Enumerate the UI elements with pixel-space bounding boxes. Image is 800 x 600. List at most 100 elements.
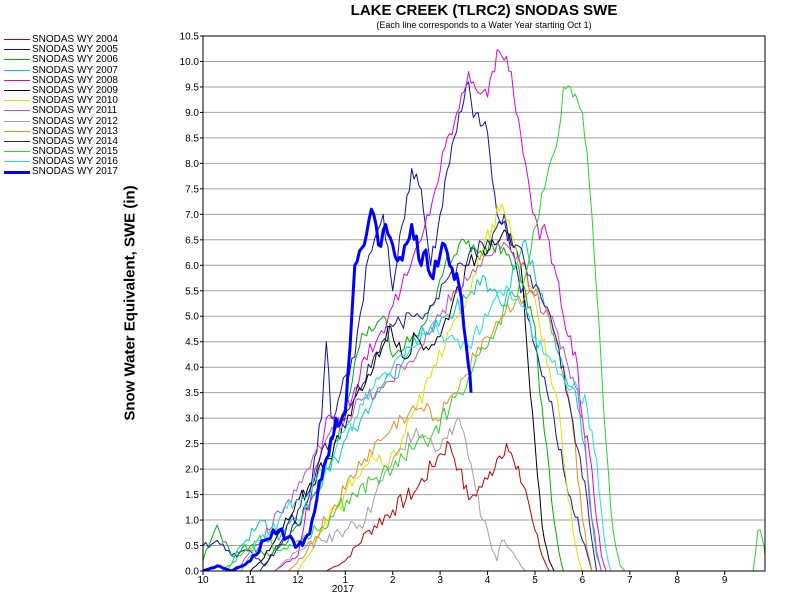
legend-label: SNODAS WY 2008: [32, 74, 118, 86]
y-tick-label: 0.5: [185, 541, 199, 552]
series-line: [203, 239, 564, 571]
y-tick-label: 5.0: [185, 312, 199, 323]
y-tick-label: 6.0: [185, 261, 199, 272]
series-line: [240, 285, 612, 571]
y-axis-label: Snow Water Equivalent, SWE (in): [121, 185, 139, 421]
legend-swatch: [4, 151, 30, 153]
chart-title: LAKE CREEK (TLRC2) SNODAS SWE: [350, 2, 618, 19]
legend-label: SNODAS WY 2014: [32, 135, 118, 147]
series-line: [235, 241, 602, 571]
legend-item: SNODAS WY 2008: [4, 74, 164, 86]
series-line: [288, 288, 593, 571]
legend-item: SNODAS WY 2015: [4, 146, 164, 158]
y-tick-label: 4.0: [185, 363, 199, 374]
legend-swatch: [4, 110, 30, 112]
legend-swatch: [4, 39, 30, 40]
y-gridlines: [203, 35, 765, 572]
series-line: [203, 81, 593, 571]
y-tick-label: 2.0: [185, 465, 199, 476]
series-line: [250, 229, 555, 571]
legend-swatch: [4, 130, 30, 132]
y-tick-label: 1.5: [185, 490, 199, 501]
legend-swatch: [4, 100, 30, 102]
legend-item: SNODAS WY 2012: [4, 115, 164, 127]
legend-item: SNODAS WY 2007: [4, 64, 164, 76]
y-tick-label: 4.5: [185, 337, 199, 348]
x-tick-label: 3: [437, 575, 443, 586]
legend-label: SNODAS WY 2015: [32, 146, 118, 158]
x-tick-label: 4: [485, 575, 491, 586]
x-tick-label: 6: [580, 575, 586, 586]
chart-subtitle: (Each line corresponds to a Water Year s…: [376, 20, 592, 30]
legend-swatch: [4, 59, 30, 61]
legend-label: SNODAS WY 2016: [32, 156, 118, 168]
legend-item: SNODAS WY 2005: [4, 44, 164, 56]
legend-swatch: [4, 120, 30, 122]
legend-label: SNODAS WY 2006: [32, 54, 118, 66]
x-tick-label: 7: [627, 575, 633, 586]
legend-item: SNODAS WY 2009: [4, 84, 164, 96]
y-tick-label: 8.5: [185, 133, 199, 144]
y-tick-label: 10.0: [180, 57, 200, 68]
x-tick-label: 12: [292, 575, 304, 586]
x-tick-label: 9: [722, 575, 728, 586]
y-tick-label: 3.5: [185, 388, 199, 399]
y-tick-label: 10.5: [180, 32, 200, 43]
x-tick-label: 5: [532, 575, 538, 586]
legend-swatch: [4, 171, 30, 175]
legend-item: SNODAS WY 2017: [4, 166, 164, 178]
legend-item: SNODAS WY 2011: [4, 105, 164, 117]
legend-label: SNODAS WY 2007: [32, 64, 118, 76]
legend: SNODAS WY 2004 SNODAS WY 2005 SNODAS WY 20…: [4, 34, 164, 178]
legend-label: SNODAS WY 2004: [32, 34, 118, 45]
legend-item: SNODAS WY 2016: [4, 156, 164, 168]
legend-label: SNODAS WY 2017: [32, 166, 118, 178]
y-tick-label: 0.0: [185, 567, 199, 578]
legend-item: SNODAS WY 2004: [4, 34, 164, 45]
y-tick-label: 9.5: [185, 82, 199, 93]
legend-item: SNODAS WY 2014: [4, 135, 164, 147]
legend-item: SNODAS WY 2013: [4, 125, 164, 137]
x-tick-label: 2: [390, 575, 396, 586]
y-tick-label: 3.0: [185, 414, 199, 425]
legend-label: SNODAS WY 2010: [32, 95, 118, 107]
y-tick-label: 9.0: [185, 108, 199, 119]
x-tick-label: 10: [197, 575, 209, 586]
legend-swatch: [4, 161, 30, 163]
legend-swatch: [4, 140, 30, 142]
series-line: [326, 440, 550, 571]
y-tick-label: 7.5: [185, 184, 199, 195]
y-tick-label: 6.5: [185, 235, 199, 246]
plot-frame: [202, 35, 766, 572]
legend-item: SNODAS WY 2010: [4, 95, 164, 107]
legend-swatch: [4, 69, 30, 71]
series-line: [273, 417, 526, 571]
y-axis-ticks: 0.0 0.5 1.0 1.5 2.0 2.5 3.0 3.5 4.0 4.5 5.0 5.5 6.0 6…: [180, 32, 203, 578]
series-line: [273, 49, 607, 571]
series-line: [226, 239, 602, 571]
legend-label: SNODAS WY 2013: [32, 125, 118, 137]
chart-series: [203, 49, 765, 571]
legend-label: SNODAS WY 2009: [32, 84, 118, 96]
x-tick-label: 8: [674, 575, 680, 586]
legend-swatch: [4, 79, 30, 81]
y-tick-label: 8.0: [185, 159, 199, 170]
x-axis-ticks: 10 11 12 1 2 3 4 5 6 7 8 9: [197, 571, 728, 586]
legend-swatch: [4, 89, 30, 91]
year-label: 2017: [332, 584, 355, 595]
legend-label: SNODAS WY 2005: [32, 44, 118, 56]
x-tick-label: 1: [342, 575, 348, 586]
series-line: [259, 220, 598, 571]
y-tick-label: 2.5: [185, 439, 199, 450]
y-tick-label: 1.0: [185, 516, 199, 527]
legend-label: SNODAS WY 2012: [32, 115, 118, 127]
y-tick-label: 7.0: [185, 210, 199, 221]
series-line: [203, 207, 473, 571]
legend-label: SNODAS WY 2011: [32, 105, 118, 117]
legend-item: SNODAS WY 2006: [4, 54, 164, 66]
legend-swatch: [4, 49, 30, 51]
series-line: [297, 203, 583, 571]
series-line: [221, 85, 765, 571]
x-tick-label: 11: [245, 575, 256, 586]
